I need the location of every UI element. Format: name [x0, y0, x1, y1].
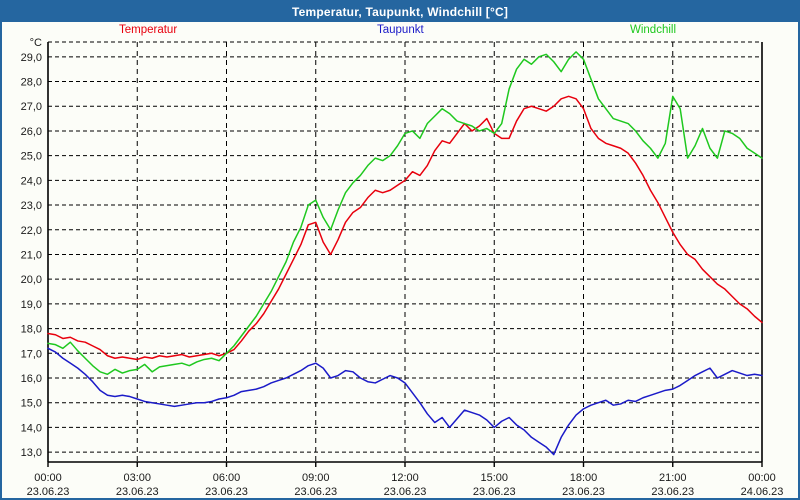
legend-item-taupunkt: Taupunkt	[377, 24, 424, 36]
y-axis-unit-label: °C	[30, 37, 42, 49]
x-tick-date: 23.06.23	[116, 486, 159, 498]
x-tick-time: 15:00	[480, 472, 508, 484]
x-tick-date: 23.06.23	[27, 486, 70, 498]
legend-item-windchill: Windchill	[630, 24, 677, 36]
x-tick-date: 24.06.23	[741, 486, 784, 498]
x-tick-time: 09:00	[302, 472, 330, 484]
y-axis-unit: °C	[30, 37, 42, 49]
y-tick-label: 23,0	[21, 200, 42, 212]
y-tick-label: 17,0	[21, 348, 42, 360]
x-tick-time: 12:00	[391, 472, 419, 484]
y-tick-label: 25,0	[21, 151, 42, 163]
y-tick-label: 24,0	[21, 175, 42, 187]
y-tick-label: 18,0	[21, 324, 42, 336]
series-line-windchill	[47, 51, 763, 376]
x-tick-date: 23.06.23	[384, 486, 427, 498]
y-tick-label: 28,0	[21, 77, 42, 89]
chart-canvas: Temperatur Taupunkt Windchill 29,0 28,0 27…	[2, 22, 798, 498]
x-tick-date: 23.06.23	[473, 486, 516, 498]
x-axis-labels: 00:00 23.06.23 03:00 23.06.23 06:00 23.06.23 0…	[27, 462, 784, 498]
x-tick-date: 23.06.23	[294, 486, 337, 498]
legend-item-temperatur: Temperatur	[119, 24, 178, 36]
y-tick-label: 15,0	[21, 398, 42, 410]
y-tick-label: 19,0	[21, 299, 42, 311]
series-line-temperatur	[47, 95, 763, 361]
x-tick-time: 00:00	[748, 472, 776, 484]
series-line-taupunkt	[47, 347, 763, 456]
x-tick-time: 00:00	[34, 472, 62, 484]
grid-lines	[48, 41, 762, 462]
chart-plot: 29,0 28,0 27,0 26,0 25,0 24,0 23,0 22,0 21,0 20,0…	[21, 37, 784, 498]
y-axis-labels: 29,0 28,0 27,0 26,0 25,0 24,0 23,0 22,0 21,0 20,0…	[21, 52, 42, 459]
window-title: Temperatur, Taupunkt, Windchill [°C]	[291, 5, 509, 19]
y-tick-label: 22,0	[21, 225, 42, 237]
y-tick-label: 21,0	[21, 249, 42, 261]
window-title-bar: Temperatur, Taupunkt, Windchill [°C]	[2, 2, 798, 22]
x-tick-time: 21:00	[659, 472, 687, 484]
data-series	[47, 51, 763, 456]
y-tick-label: 20,0	[21, 274, 42, 286]
x-tick-date: 23.06.23	[205, 486, 248, 498]
y-tick-label: 26,0	[21, 126, 42, 138]
chart-legend: Temperatur Taupunkt Windchill	[2, 22, 798, 42]
y-tick-label: 27,0	[21, 101, 42, 113]
y-tick-label: 16,0	[21, 373, 42, 385]
x-tick-time: 03:00	[123, 472, 151, 484]
x-tick-date: 23.06.23	[651, 486, 694, 498]
x-tick-time: 18:00	[570, 472, 598, 484]
y-tick-label: 14,0	[21, 422, 42, 434]
y-tick-label: 29,0	[21, 52, 42, 64]
x-tick-time: 06:00	[213, 472, 241, 484]
x-tick-date: 23.06.23	[562, 486, 605, 498]
y-tick-label: 13,0	[21, 447, 42, 459]
